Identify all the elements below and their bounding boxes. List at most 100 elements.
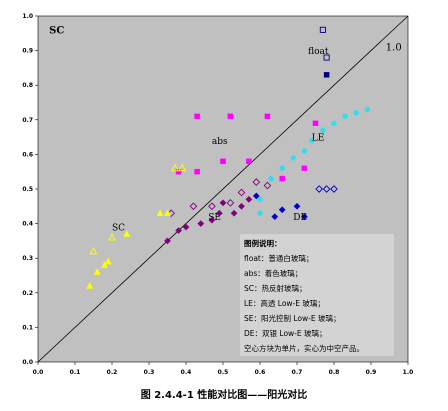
data-point: [208, 216, 216, 224]
data-point: [331, 120, 337, 127]
data-point: [342, 113, 348, 120]
x-tick-label: 0.8: [329, 369, 340, 376]
data-point: [230, 209, 238, 217]
data-point: [322, 185, 331, 193]
data-point: [164, 237, 171, 245]
axis-ticks: 0.0 0.1 0.2 0.3 0.4 0.5 0.6 0.7 0.8 0.9 1.0 0.0 0.1 0…: [22, 13, 413, 376]
data-point: [237, 188, 246, 197]
data-point: [290, 155, 297, 161]
data-point: [220, 158, 226, 165]
data-point: [252, 192, 260, 200]
data-point: [257, 196, 263, 203]
data-point: [268, 175, 274, 182]
x-tick-label: 0.9: [366, 369, 377, 376]
x-tick-label: 0.6: [255, 369, 266, 376]
y-tick-label: 0.9: [22, 48, 33, 55]
y-tick-label: 0.7: [22, 117, 33, 124]
x-tick-label: 0.4: [181, 369, 192, 376]
legend-line-se: SE：阳光控制 Low-E 玻璃；: [244, 313, 340, 323]
data-point: [315, 185, 324, 193]
data-point: [175, 227, 183, 234]
data-point: [178, 163, 187, 172]
data-point: [175, 168, 182, 175]
annotation-label: LE: [312, 134, 325, 144]
annotation-label: SE: [208, 213, 221, 223]
y-tick-label: 0.1: [22, 324, 33, 331]
data-point: [263, 181, 272, 190]
data-point: [194, 113, 200, 120]
data-point: [293, 202, 301, 210]
data-point: [364, 106, 371, 113]
data-point: [353, 110, 359, 116]
y-tick-label: 0.4: [22, 221, 33, 228]
data-point: [123, 230, 131, 237]
legend: 图例说明： float：普通白玻璃； abs：着色玻璃； SC：热反射玻璃； L…: [240, 234, 394, 356]
data-point: [108, 232, 116, 241]
y-tick-label: 0.2: [22, 290, 33, 297]
data-point: [86, 281, 94, 289]
figure-caption: 图 2.4.4-1 性能对比图——阳光对比: [140, 390, 308, 401]
data-point: [323, 72, 330, 78]
y-tick-label: 0.6: [22, 151, 33, 158]
x-tick-label: 0.2: [107, 369, 118, 376]
data-point: [197, 220, 205, 228]
legend-background: [240, 234, 394, 356]
annotation-label: abs: [212, 137, 228, 147]
data-point: [101, 261, 109, 268]
legend-line-float: float：普通白玻璃；: [244, 253, 313, 263]
data-point: [226, 199, 235, 207]
data-point: [238, 202, 245, 210]
data-point: [182, 223, 190, 231]
data-points: [86, 26, 371, 289]
data-point: [104, 257, 112, 265]
data-point: [194, 168, 200, 175]
legend-line-sc: SC：热反射玻璃；: [244, 283, 307, 293]
annotation-label: SC: [112, 224, 125, 234]
data-point: [215, 209, 223, 217]
data-point: [156, 209, 164, 216]
data-point: [252, 178, 261, 186]
data-point: [245, 195, 253, 203]
data-point: [300, 213, 308, 221]
legend-line-le: LE：高透 Low-E 玻璃；: [244, 298, 325, 308]
data-point: [301, 148, 308, 154]
x-tick-label: 0.5: [218, 369, 229, 376]
data-point: [257, 210, 263, 216]
legend-line-de: DE：双银 Low-E 玻璃；: [244, 328, 327, 338]
data-point: [279, 165, 285, 171]
annotation-label: DE: [293, 213, 307, 223]
data-point: [246, 158, 252, 165]
data-point: [208, 202, 216, 211]
reference-line: [37, 15, 409, 363]
x-tick-label: 0.7: [292, 369, 303, 376]
data-point: [264, 113, 271, 120]
legend-line-abs: abs：着色玻璃；: [244, 268, 302, 278]
data-point: [319, 26, 326, 33]
annotation-label: float: [308, 47, 329, 57]
data-point: [312, 120, 319, 127]
reference-line-label: 1.0: [386, 43, 402, 54]
data-point: [279, 175, 285, 182]
performance-chart: 0.0 0.1 0.2 0.3 0.4 0.5 0.6 0.7 0.8 0.9 1.0 0.0 0.1 0…: [22, 13, 413, 376]
data-point: [89, 246, 98, 255]
x-tick-label: 1.0: [403, 369, 414, 376]
data-point: [189, 202, 198, 211]
data-point: [320, 127, 326, 133]
y-tick-label: 0.8: [22, 82, 33, 89]
legend-title: 图例说明：: [244, 238, 282, 248]
annotation-label: SC: [49, 25, 64, 36]
data-point: [271, 213, 279, 221]
y-tick-label: 1.0: [22, 13, 33, 20]
data-point: [323, 54, 330, 61]
data-point: [219, 199, 227, 207]
x-tick-label: 0.0: [33, 369, 44, 376]
data-point: [170, 163, 179, 172]
plot-annotations: SC float abs LE SC SE DE: [49, 25, 329, 233]
y-tick-label: 0.0: [22, 359, 33, 366]
data-point: [164, 209, 171, 216]
data-point: [167, 209, 176, 218]
data-point: [278, 206, 286, 214]
data-point: [93, 268, 101, 275]
data-point: [309, 137, 315, 144]
x-tick-label: 0.3: [144, 369, 155, 376]
